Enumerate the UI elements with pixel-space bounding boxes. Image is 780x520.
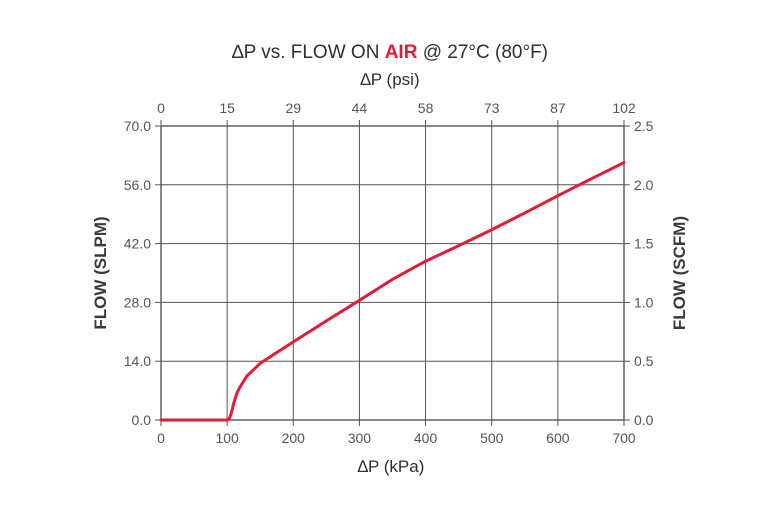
x-tick-label: 400 bbox=[414, 430, 438, 446]
left-tick-label: 70.0 bbox=[124, 118, 151, 134]
x-tick-label: 700 bbox=[612, 430, 636, 446]
y-axis-right-label: FLOW (SCFM) bbox=[670, 216, 689, 330]
left-tick-label: 14.0 bbox=[124, 353, 151, 369]
top-tick-label: 44 bbox=[352, 100, 368, 116]
top-tick-label: 87 bbox=[550, 100, 566, 116]
series bbox=[159, 161, 626, 422]
right-tick-label: 2.5 bbox=[634, 118, 654, 134]
left-tick-label: 56.0 bbox=[124, 177, 151, 193]
right-tick-label: 2.0 bbox=[634, 177, 654, 193]
right-tick-label: 1.5 bbox=[634, 236, 654, 252]
top-axis-label: ∆P (psi) bbox=[360, 70, 419, 89]
top-tick-label: 15 bbox=[219, 100, 235, 116]
tick-labels: 0 0 100 15 200 29 300 44 400 58 500 73 600 87 700 102 0.… bbox=[124, 100, 654, 446]
left-tick-label: 28.0 bbox=[124, 294, 151, 310]
x-tick-label: 500 bbox=[480, 430, 504, 446]
x-tick-label: 600 bbox=[546, 430, 570, 446]
x-tick-label: 100 bbox=[215, 430, 239, 446]
right-tick-label: 1.0 bbox=[634, 294, 654, 310]
chart-title-highlight: AIR bbox=[385, 42, 418, 63]
top-tick-label: 0 bbox=[157, 100, 165, 116]
chart-title: ∆P vs. FLOW ON AIR @ 27°C (80°F) bbox=[232, 42, 548, 63]
grid bbox=[155, 120, 630, 426]
left-tick-label: 0.0 bbox=[132, 412, 152, 428]
x-tick-label: 0 bbox=[157, 430, 165, 446]
x-axis-label: ∆P (kPa) bbox=[358, 457, 425, 476]
x-tick-label: 200 bbox=[282, 430, 306, 446]
x-tick-label: 300 bbox=[348, 430, 372, 446]
chart-title-suffix: @ 27°C (80°F) bbox=[417, 42, 548, 63]
right-tick-label: 0.5 bbox=[634, 353, 654, 369]
top-tick-label: 29 bbox=[285, 100, 301, 116]
right-tick-label: 0.0 bbox=[634, 412, 654, 428]
flow-series-line bbox=[159, 161, 626, 422]
chart-title-prefix: ∆P vs. FLOW ON bbox=[232, 42, 385, 63]
top-tick-label: 73 bbox=[484, 100, 500, 116]
plot-frame bbox=[160, 125, 625, 421]
y-axis-left-label: FLOW (SLPM) bbox=[91, 216, 110, 329]
top-tick-label: 58 bbox=[418, 100, 434, 116]
top-tick-label: 102 bbox=[612, 100, 636, 116]
left-tick-label: 42.0 bbox=[124, 236, 151, 252]
